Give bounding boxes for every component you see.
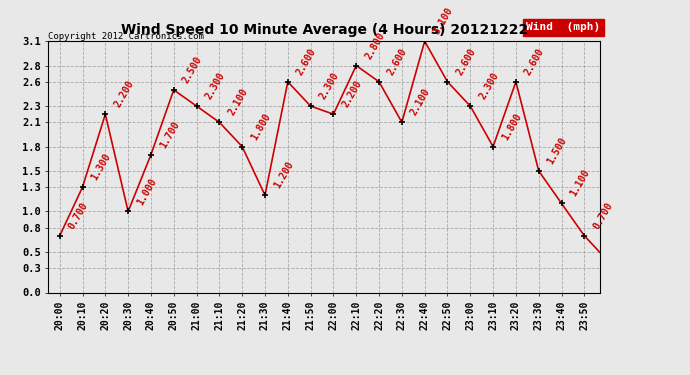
Text: 1.000: 1.000 (135, 176, 159, 207)
Text: 2.200: 2.200 (340, 79, 364, 109)
Text: 2.300: 2.300 (204, 71, 227, 101)
Text: 2.600: 2.600 (386, 46, 409, 77)
Text: 0.400: 0.400 (0, 374, 1, 375)
Text: 0.700: 0.700 (67, 200, 90, 231)
Text: Wind  (mph): Wind (mph) (526, 22, 600, 33)
Text: 2.100: 2.100 (226, 87, 250, 117)
Text: 2.100: 2.100 (408, 87, 432, 117)
Text: 2.600: 2.600 (523, 46, 546, 77)
Title: Wind Speed 10 Minute Average (4 Hours) 20121222: Wind Speed 10 Minute Average (4 Hours) 2… (121, 23, 528, 37)
Text: 2.500: 2.500 (181, 54, 204, 85)
Text: 2.600: 2.600 (295, 46, 318, 77)
Text: 2.600: 2.600 (455, 46, 477, 77)
Text: 1.500: 1.500 (546, 135, 569, 166)
Text: 1.200: 1.200 (272, 160, 295, 190)
Text: 2.300: 2.300 (477, 71, 500, 101)
Text: 3.100: 3.100 (432, 6, 455, 36)
Text: Copyright 2012 Cartronics.com: Copyright 2012 Cartronics.com (48, 32, 204, 41)
Text: 1.800: 1.800 (500, 111, 524, 142)
Text: 0.700: 0.700 (591, 200, 615, 231)
Text: 2.800: 2.800 (363, 30, 386, 61)
Text: 1.800: 1.800 (249, 111, 273, 142)
Text: 1.100: 1.100 (569, 168, 592, 198)
Text: 1.300: 1.300 (90, 152, 112, 182)
Text: 1.700: 1.700 (158, 119, 181, 150)
Text: 2.300: 2.300 (317, 71, 341, 101)
Text: 2.200: 2.200 (112, 79, 136, 109)
